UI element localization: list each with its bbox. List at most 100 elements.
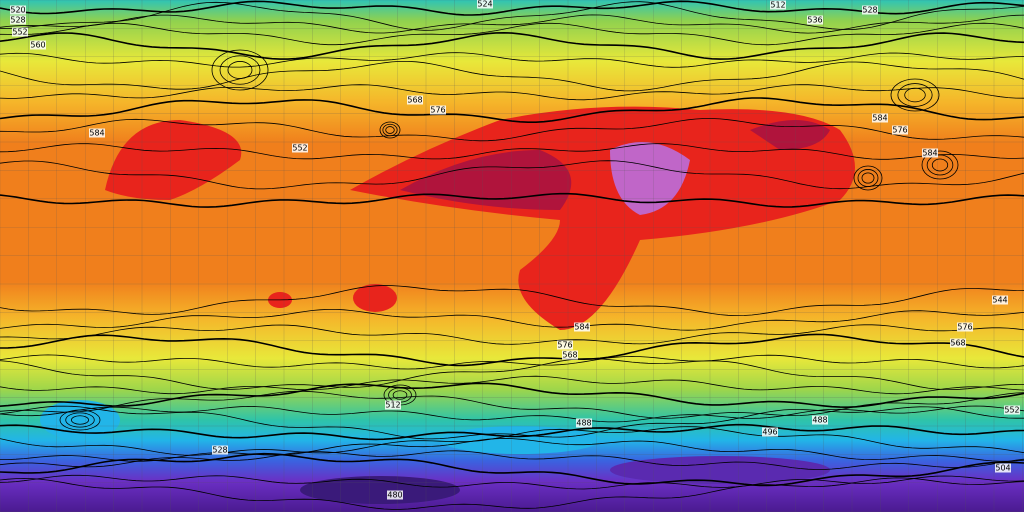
label-box (812, 415, 828, 425)
contour-line (0, 324, 1024, 345)
contour-label: 528 (862, 6, 877, 15)
contour-label: 488 (812, 416, 827, 425)
warm-anomalies (105, 106, 855, 331)
closed-contour (71, 415, 89, 425)
contour-line (0, 1, 1024, 31)
closed-contour (392, 390, 408, 400)
contour-line (0, 143, 1024, 160)
label-box (872, 113, 888, 123)
contour-line (0, 22, 1024, 46)
contour-line (0, 285, 1024, 317)
closed-contour (227, 61, 253, 79)
closed-contour (861, 172, 875, 184)
label-box (995, 463, 1011, 473)
label-box (10, 15, 26, 25)
closed-contour (211, 49, 269, 91)
label-box (957, 322, 973, 332)
closed-contour (385, 126, 395, 134)
contour-label: 480 (387, 491, 402, 500)
contour-label: 576 (957, 323, 972, 332)
contour-line (0, 423, 1024, 441)
contour-label: 576 (430, 106, 445, 115)
contour-label: 520 (10, 6, 25, 15)
label-box (10, 5, 26, 15)
contour-line (0, 452, 1024, 487)
contour-label: 528 (10, 16, 25, 25)
contour-line (0, 333, 1024, 367)
contour-label: 552 (12, 28, 27, 37)
label-box (212, 445, 228, 455)
label-box (292, 143, 308, 153)
closed-contour (219, 55, 261, 85)
label-box (557, 340, 573, 350)
contour-label: 584 (89, 129, 104, 138)
contour-line (0, 118, 1024, 142)
closed-contour (382, 123, 398, 137)
contour-label: 576 (557, 341, 572, 350)
label-box (430, 105, 446, 115)
closed-contour (921, 150, 959, 180)
contour-label: 528 (212, 446, 227, 455)
label-box (1004, 405, 1020, 415)
closed-contour (904, 87, 926, 103)
contour-line (0, 192, 1024, 208)
contour-label: 536 (807, 16, 822, 25)
closed-contour (65, 412, 95, 428)
contour-line (0, 477, 1024, 510)
contour-line (0, 309, 1024, 331)
contour-label: 560 (30, 41, 45, 50)
closed-contour (59, 409, 101, 431)
label-box (387, 490, 403, 500)
contour-line (0, 375, 1024, 395)
contour-label: 552 (292, 144, 307, 153)
label-box (770, 0, 786, 10)
contour-line (0, 160, 1024, 190)
contour-line (0, 405, 1024, 423)
label-box (12, 27, 28, 37)
label-box (950, 338, 966, 348)
label-box (477, 0, 493, 9)
label-box (576, 418, 592, 428)
contour-label: 568 (407, 96, 422, 105)
contour-line (0, 438, 1024, 462)
contour-line (0, 450, 1024, 470)
label-box (385, 400, 401, 410)
contour-label: 496 (762, 428, 777, 437)
closed-contour (897, 83, 933, 107)
label-box (892, 125, 908, 135)
contour-label: 504 (995, 464, 1010, 473)
label-box (807, 15, 823, 25)
contour-line (0, 97, 1024, 123)
contour-label: 552 (1004, 406, 1019, 415)
label-box (922, 148, 938, 158)
contour-label: 488 (576, 419, 591, 428)
contour-line (0, 52, 1024, 68)
contour-line (0, 0, 1024, 16)
contour-line (0, 84, 1024, 101)
contour-label: 584 (922, 149, 937, 158)
contour-label: 512 (385, 401, 400, 410)
contour-line (0, 354, 1024, 370)
label-box (992, 295, 1008, 305)
label-box (762, 427, 778, 437)
contour-label: 524 (477, 0, 492, 9)
label-box (89, 128, 105, 138)
label-box (562, 350, 578, 360)
closed-contour (890, 78, 940, 112)
contour-line (0, 390, 1024, 419)
label-box (30, 40, 46, 50)
closed-contour (857, 169, 879, 187)
contour-line (0, 61, 1024, 92)
contour-line (0, 405, 1024, 440)
closed-contour (853, 165, 883, 191)
contour-label: 544 (992, 296, 1007, 305)
contour-label: 584 (574, 323, 589, 332)
contour-label: 568 (562, 351, 577, 360)
contour-line (0, 14, 1024, 34)
closed-contour (379, 121, 401, 139)
